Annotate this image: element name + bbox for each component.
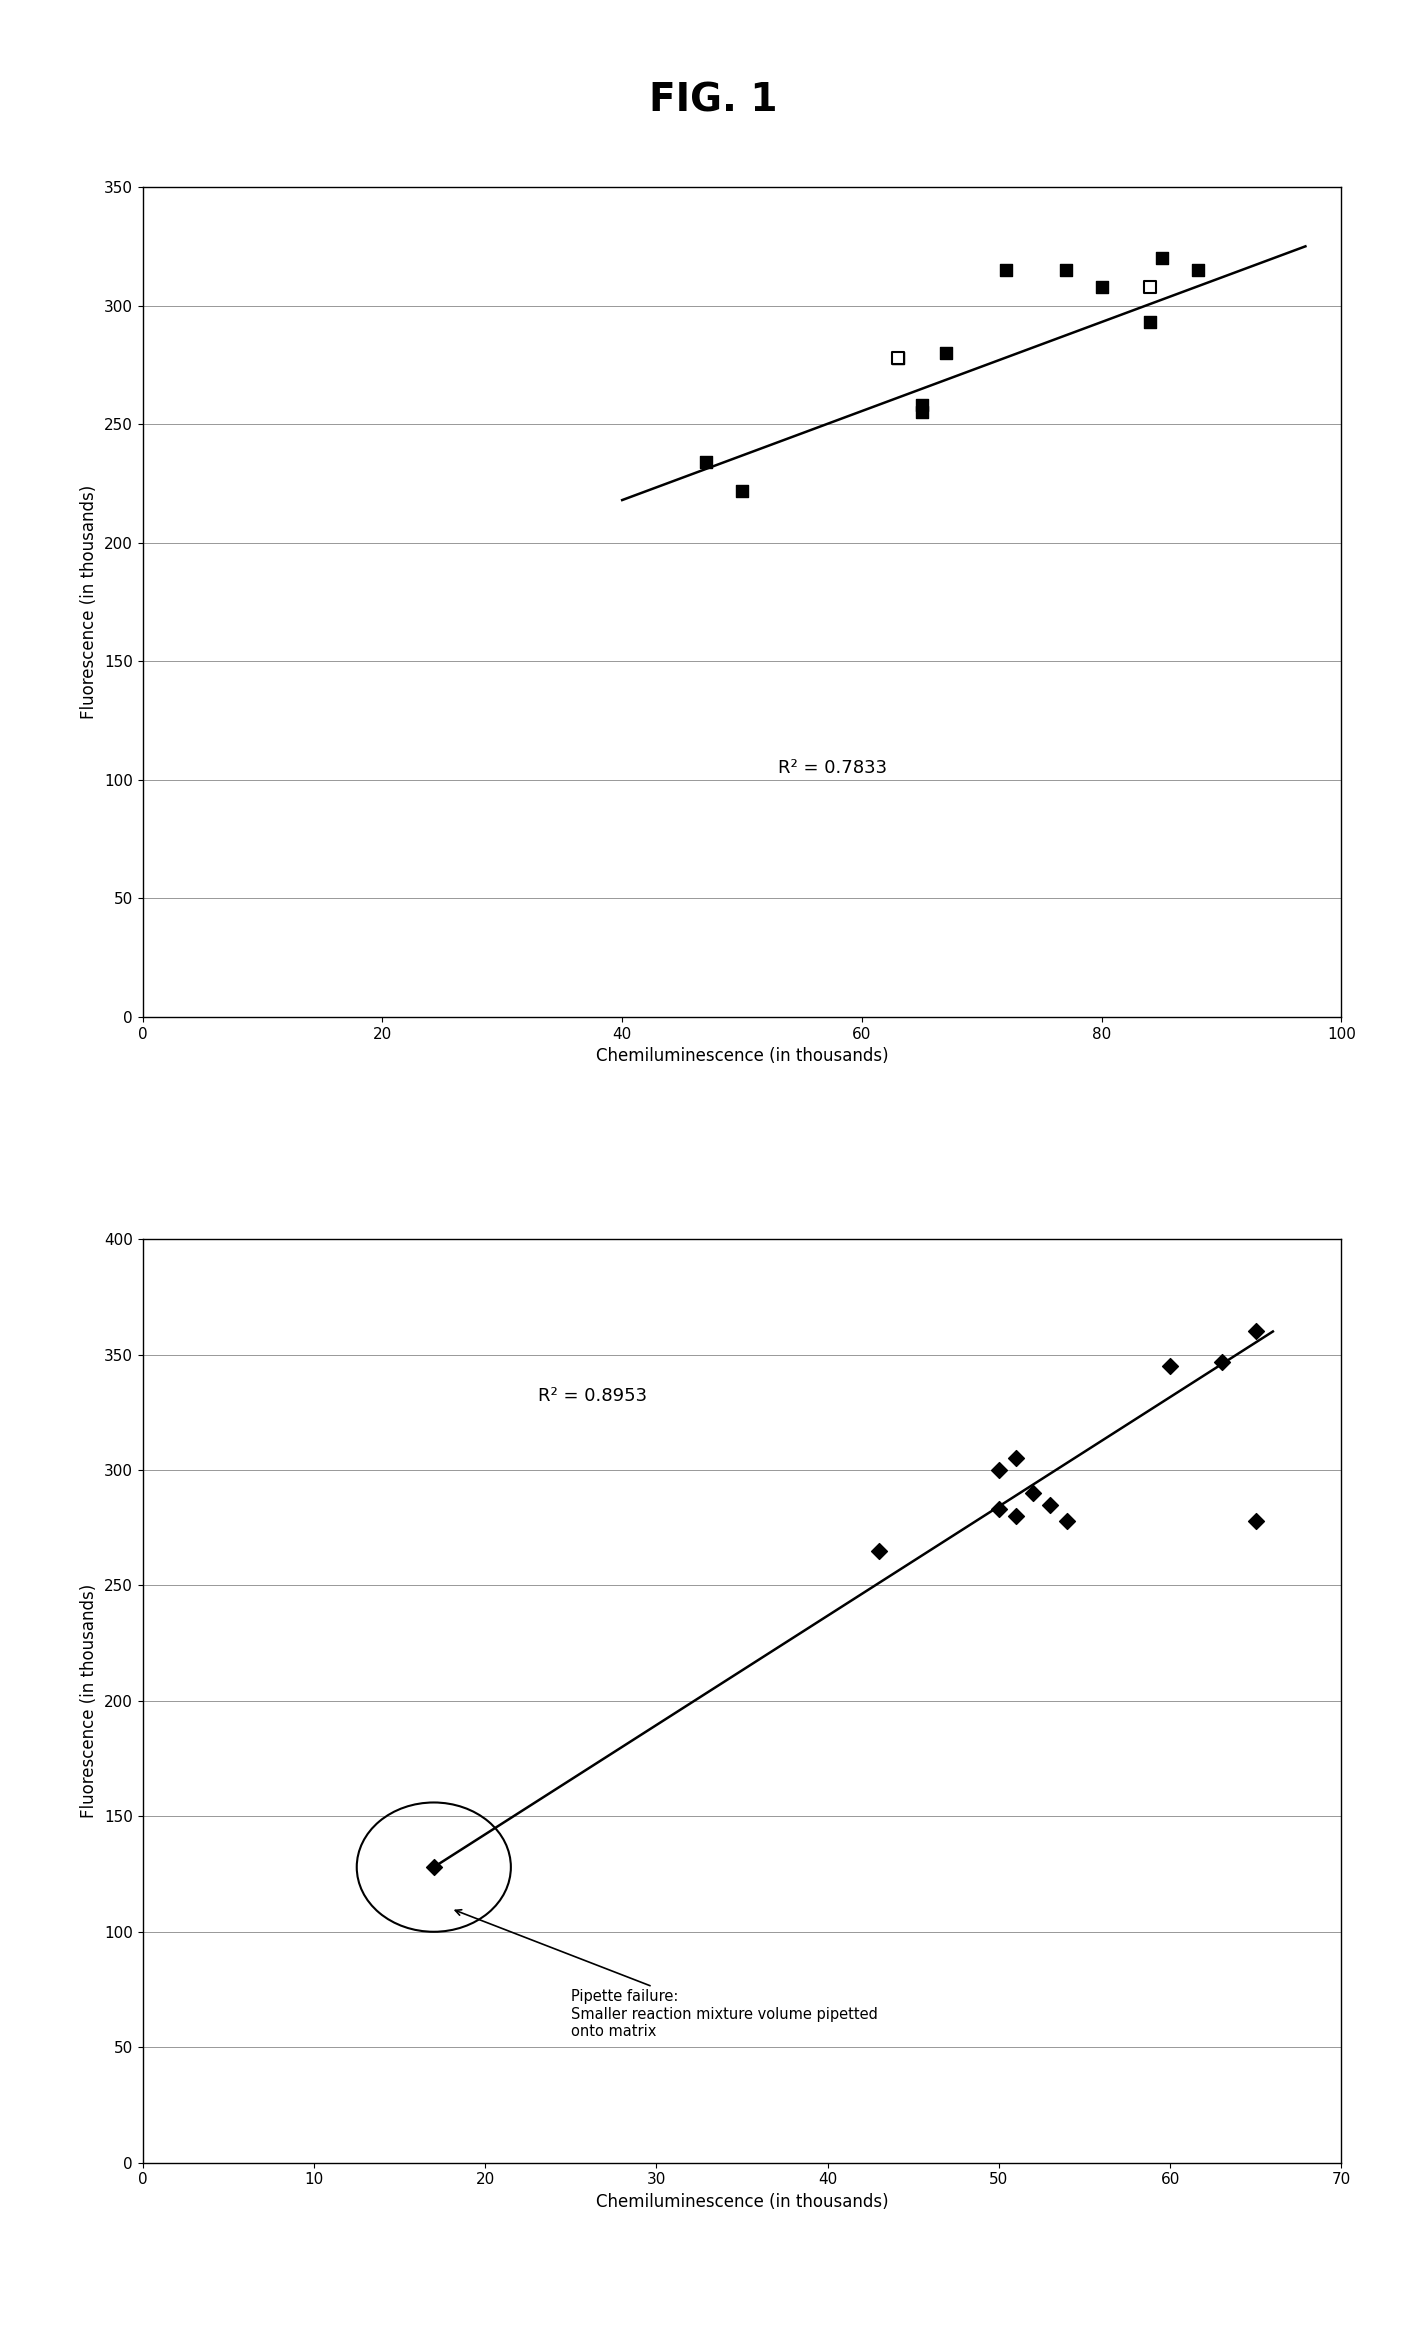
Point xyxy=(422,1849,445,1887)
Point xyxy=(1139,304,1162,341)
Point xyxy=(987,1492,1010,1529)
Text: FIG. 1: FIG. 1 xyxy=(649,82,778,119)
Point xyxy=(886,339,909,376)
Text: Pipette failure:
Smaller reaction mixture volume pipetted
onto matrix: Pipette failure: Smaller reaction mixtur… xyxy=(455,1910,878,2039)
Point xyxy=(886,339,909,376)
Point xyxy=(1055,250,1077,288)
X-axis label: Chemiluminescence (in thousands): Chemiluminescence (in thousands) xyxy=(595,2193,889,2212)
Point xyxy=(868,1531,890,1569)
Point xyxy=(1005,1440,1027,1478)
Point xyxy=(731,472,753,510)
Point xyxy=(1039,1487,1062,1524)
Point xyxy=(987,1452,1010,1489)
Text: R² = 0.7833: R² = 0.7833 xyxy=(778,760,888,776)
Point xyxy=(910,393,933,430)
Point xyxy=(1022,1475,1045,1513)
X-axis label: Chemiluminescence (in thousands): Chemiluminescence (in thousands) xyxy=(595,1047,889,1066)
Point xyxy=(935,334,958,372)
Point xyxy=(1150,238,1173,276)
Point xyxy=(1159,1347,1182,1384)
Point xyxy=(1005,1496,1027,1534)
Y-axis label: Fluorescence (in thousands): Fluorescence (in thousands) xyxy=(80,1583,98,1819)
Text: R² = 0.8953: R² = 0.8953 xyxy=(538,1386,648,1405)
Point xyxy=(1244,1501,1267,1538)
Point xyxy=(1186,250,1209,288)
Point xyxy=(995,250,1017,288)
Point xyxy=(1056,1501,1079,1538)
Y-axis label: Fluorescence (in thousands): Fluorescence (in thousands) xyxy=(80,484,98,720)
Point xyxy=(1244,1312,1267,1349)
Point xyxy=(695,444,718,482)
Point xyxy=(1139,269,1162,306)
Point xyxy=(1090,269,1113,306)
Point xyxy=(910,386,933,423)
Point xyxy=(1210,1342,1233,1379)
